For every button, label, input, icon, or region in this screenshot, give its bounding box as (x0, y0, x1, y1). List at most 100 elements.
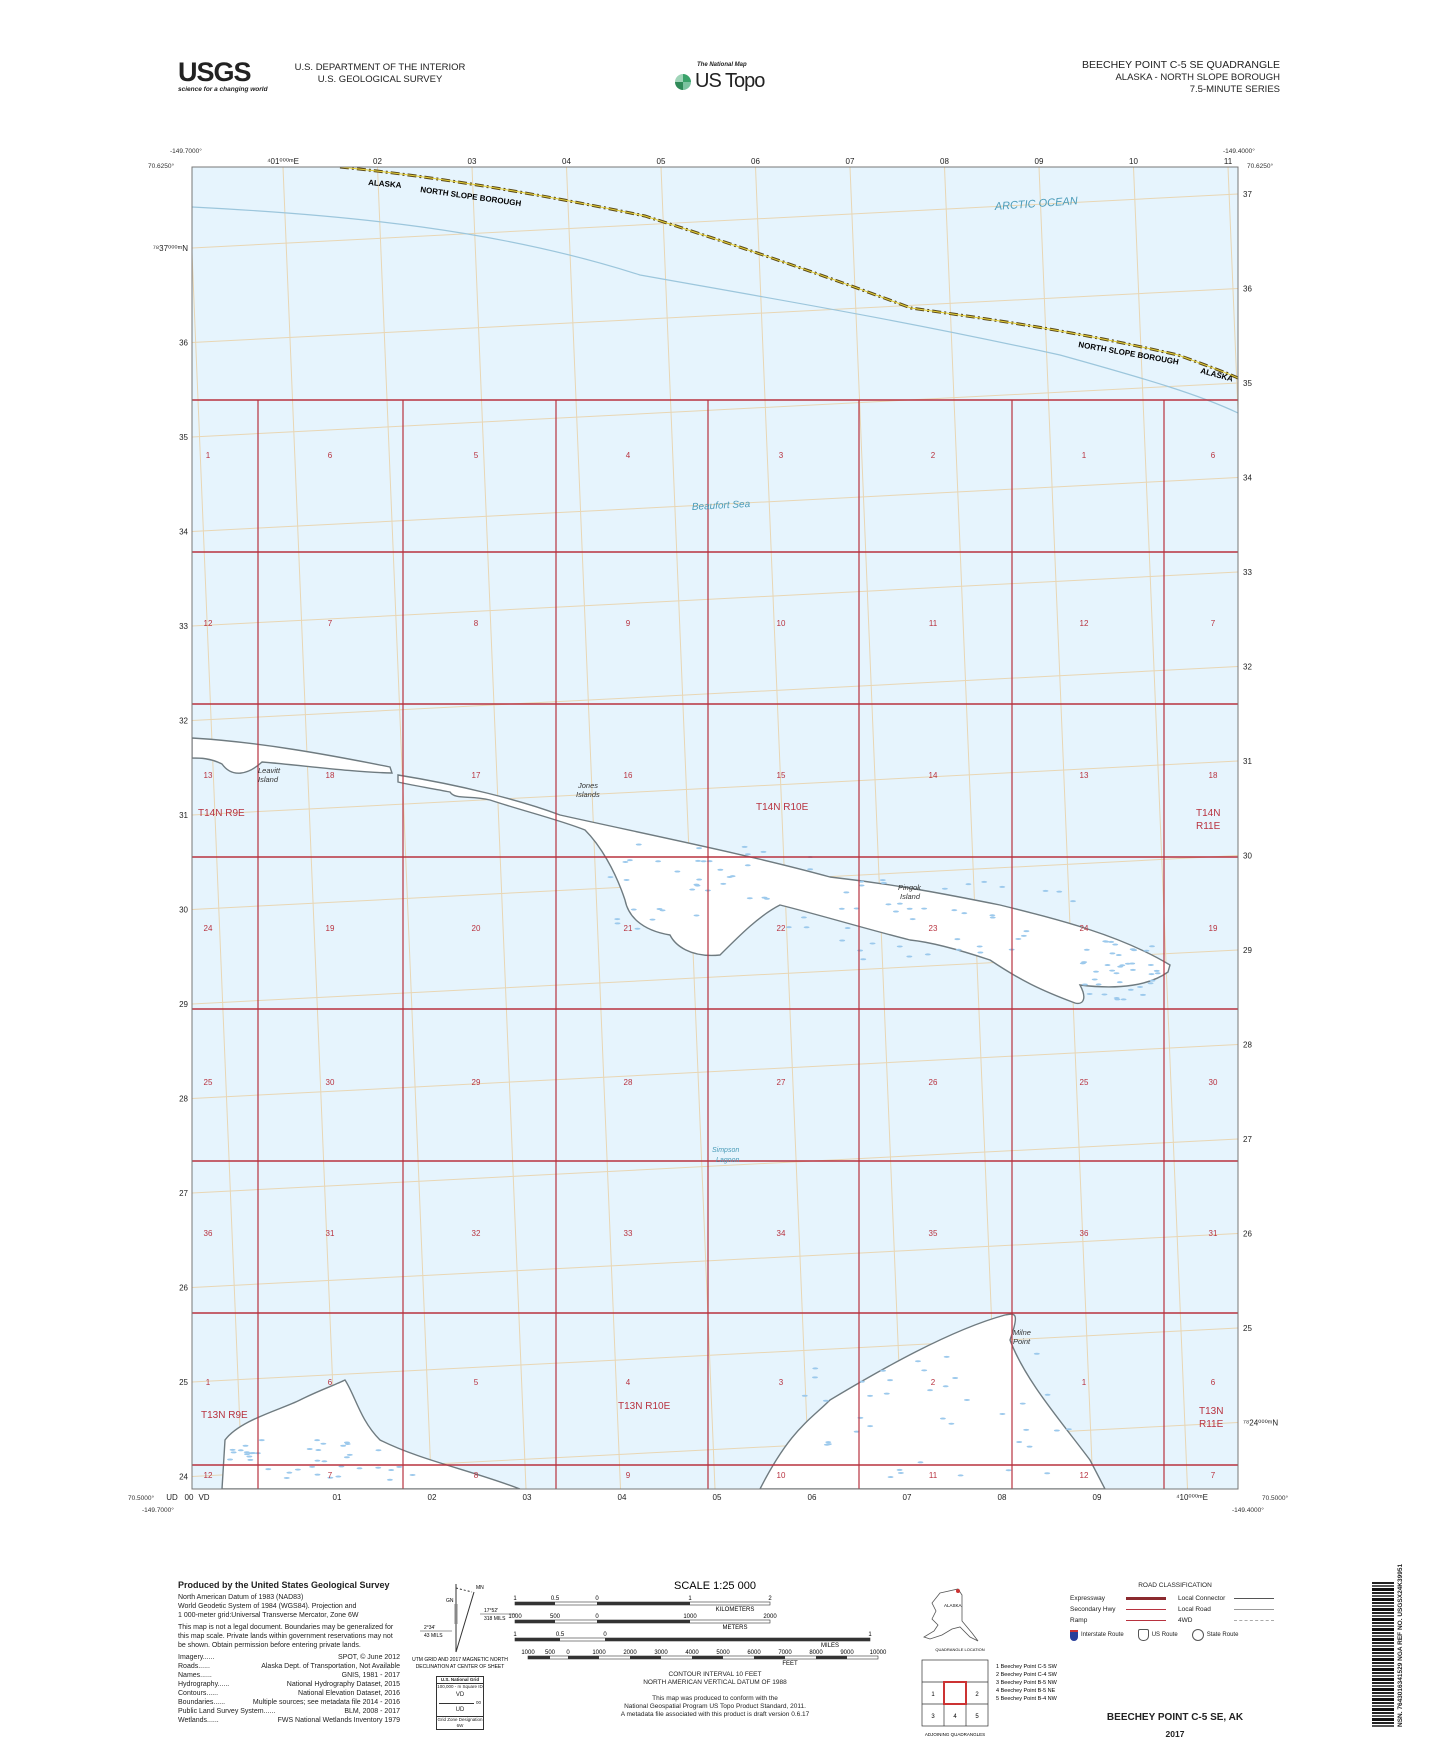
northing-tick-right: 30 (1243, 852, 1252, 861)
pond (1149, 945, 1156, 948)
section-number: 18 (326, 771, 335, 780)
pond (892, 910, 899, 913)
northing-tick-right: 27 (1243, 1135, 1252, 1144)
pond (1127, 988, 1134, 991)
utm-northing-line (192, 477, 1238, 532)
survey-line: U.S. GEOLOGICAL SURVEY (317, 74, 443, 85)
pond (286, 1471, 293, 1474)
pond (989, 916, 996, 919)
datum-line: 1 000-meter grid:Universal Transverse Me… (178, 1612, 359, 1619)
water-labels: ARCTIC OCEAN Beaufort Sea Simpson Lagoon (692, 195, 1079, 1164)
section-number: 16 (624, 771, 633, 780)
section-number: 11 (929, 619, 938, 628)
scale-tick: 9000 (840, 1650, 854, 1656)
pond (1095, 983, 1102, 986)
pond (1116, 981, 1123, 984)
barcode (1372, 1582, 1394, 1727)
utm-northing-line (192, 100, 1238, 154)
svg-text:-149.7000°: -149.7000° (170, 147, 202, 155)
magnetic-north-label: MN (476, 1585, 484, 1591)
pond (622, 860, 629, 863)
pond (906, 907, 913, 910)
section-number: 11 (929, 1471, 938, 1480)
section-number: 29 (472, 1078, 481, 1087)
pond (989, 914, 996, 917)
svg-text:Point: Point (1013, 1337, 1031, 1346)
section-number: 24 (204, 924, 213, 933)
datum-line: World Geodetic System of 1984 (WGS84). P… (178, 1603, 357, 1610)
svg-text:2°34': 2°34' (424, 1625, 435, 1631)
pond (858, 884, 865, 887)
section-number: 6 (328, 1378, 333, 1387)
road-legend-item: Local Connector (1178, 1593, 1280, 1604)
svg-text:-149.4000°: -149.4000° (1232, 1506, 1264, 1514)
scale-tick: 1000 (521, 1650, 535, 1656)
svg-text:R11E: R11E (1196, 821, 1221, 832)
usng-side: 00 (475, 1700, 481, 1705)
pond (880, 1369, 887, 1372)
pond (1070, 900, 1077, 903)
pond (1108, 940, 1115, 943)
credits-block: Produced by the United States Geological… (178, 1580, 400, 1725)
pond (294, 1468, 301, 1471)
township-t14n-r11e: T14N (1196, 808, 1220, 819)
adjoining-caption: ADJOINING QUADRANGLES (925, 1732, 985, 1737)
northing-tick-left: 32 (179, 717, 188, 726)
svg-text:QUADRANGLE LOCATION: QUADRANGLE LOCATION (935, 1647, 984, 1652)
pond (1104, 964, 1111, 967)
utm-northing-line (192, 1044, 1238, 1099)
northing-tick-right: 31 (1243, 757, 1252, 766)
utm-northing-line (192, 1138, 1238, 1194)
northing-tick-right: 26 (1243, 1230, 1252, 1239)
pond (338, 1465, 345, 1468)
pond (857, 1416, 864, 1419)
section-number: 35 (929, 1229, 938, 1238)
pond (375, 1449, 382, 1452)
pond (1091, 978, 1098, 981)
source-row: Imagery...... SPOT, © June 2012 (178, 1654, 400, 1661)
svg-text:17°52': 17°52' (484, 1608, 498, 1614)
section-number: 17 (472, 771, 481, 780)
adjoining-quad-item: 1 Beechey Point C-5 SW (996, 1664, 1058, 1670)
usng-title: U.S. National Grid (437, 1677, 483, 1684)
easting-tick-bottom: 09 (1093, 1493, 1102, 1502)
pond (860, 958, 867, 961)
section-number: 13 (204, 771, 213, 780)
pond (1147, 982, 1154, 985)
section-number: 8 (474, 1471, 479, 1480)
pond (1081, 983, 1088, 986)
pond (243, 1453, 250, 1456)
pond (1033, 1352, 1040, 1355)
label-arctic-ocean: ARCTIC OCEAN (993, 195, 1078, 213)
pond (309, 1465, 316, 1468)
northing-tick-right: 35 (1243, 379, 1252, 388)
pond (869, 942, 876, 945)
section-number: 12 (204, 1471, 213, 1480)
pond (1149, 979, 1156, 982)
pond (1101, 993, 1108, 996)
scale-tick: 2000 (623, 1650, 637, 1656)
pond (744, 853, 751, 856)
adjoining-quad-item: 5 Beechey Point B-4 NW (996, 1696, 1058, 1702)
datum-line: North American Datum of 1983 (NAD83) (178, 1594, 304, 1601)
pond (941, 887, 948, 890)
pond (320, 1442, 327, 1445)
adjoining-cell: 1 (931, 1692, 935, 1698)
pond (999, 1412, 1006, 1415)
us-topo-logo: The National Map US Topo (675, 62, 795, 94)
pond (746, 897, 753, 900)
road-classification: ROAD CLASSIFICATION Expressway Local Conn… (1070, 1582, 1280, 1641)
utm-easting-line (1038, 167, 1094, 1489)
interstate-legend: Interstate Route (1070, 1629, 1124, 1641)
easting-tick-top: 02 (373, 157, 382, 166)
utm-easting-line (1133, 167, 1188, 1489)
utm-easting-line (377, 167, 432, 1489)
pond (961, 912, 968, 915)
scale-unit: MILES (821, 1643, 839, 1649)
section-number: 21 (624, 924, 633, 933)
pond (843, 891, 850, 894)
pond (965, 883, 972, 886)
pond (634, 927, 641, 930)
pond (879, 879, 886, 882)
